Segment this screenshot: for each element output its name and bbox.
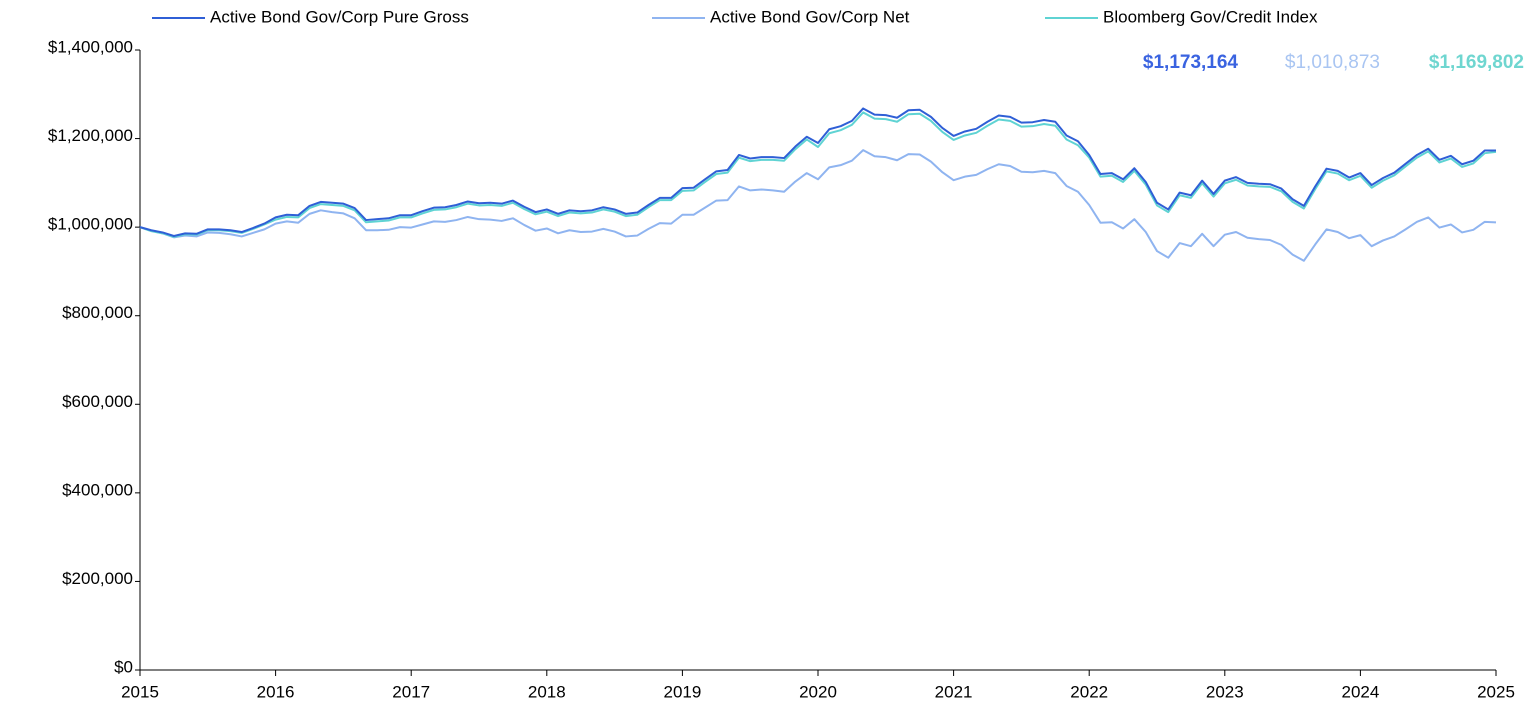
legend-label: Active Bond Gov/Corp Pure Gross	[210, 7, 469, 26]
x-tick-label: 2016	[257, 682, 295, 701]
legend-label: Active Bond Gov/Corp Net	[710, 7, 910, 26]
y-tick-label: $1,400,000	[48, 37, 133, 56]
series-line	[139, 107, 1497, 237]
x-tick-label: 2022	[1070, 682, 1108, 701]
x-tick-label: 2023	[1206, 682, 1244, 701]
end-value-label: $1,173,164	[1143, 52, 1239, 73]
y-tick-label: $1,000,000	[48, 215, 133, 234]
series-line	[139, 149, 1497, 262]
x-tick-label: 2024	[1341, 682, 1379, 701]
x-tick-label: 2019	[663, 682, 701, 701]
y-tick-label: $800,000	[62, 303, 133, 322]
x-tick-label: 2021	[935, 682, 973, 701]
y-tick-label: $0	[114, 657, 133, 676]
x-tick-label: 2015	[121, 682, 159, 701]
end-value-label: $1,010,873	[1285, 52, 1380, 73]
x-tick-label: 2017	[392, 682, 430, 701]
x-tick-label: 2020	[799, 682, 837, 701]
y-tick-label: $200,000	[62, 569, 133, 588]
end-value-label: $1,169,802	[1429, 52, 1524, 73]
y-tick-label: $1,200,000	[48, 126, 133, 145]
y-tick-label: $600,000	[62, 392, 133, 411]
series-line	[139, 111, 1497, 238]
y-tick-label: $400,000	[62, 480, 133, 499]
legend-label: Bloomberg Gov/Credit Index	[1103, 7, 1318, 26]
x-tick-label: 2018	[528, 682, 566, 701]
x-tick-label: 2025	[1477, 682, 1515, 701]
